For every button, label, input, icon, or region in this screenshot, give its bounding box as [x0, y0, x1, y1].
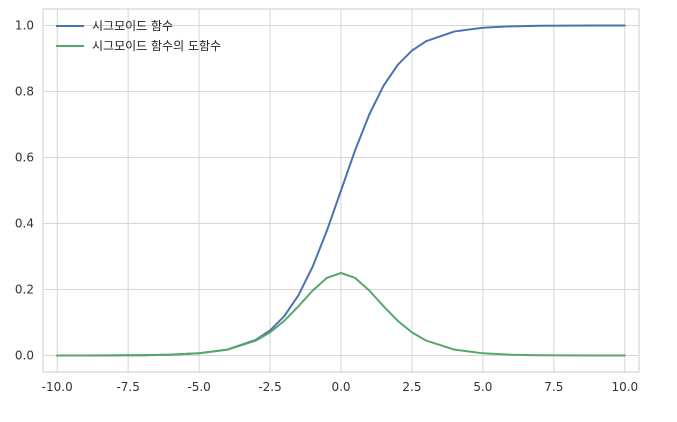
y-tick-label: 0.4	[15, 217, 34, 231]
y-tick-label: 0.2	[15, 283, 34, 297]
x-tick-label: -5.0	[187, 380, 210, 394]
sigmoid-derivative-line	[56, 272, 626, 357]
legend-label-sigmoid: 시그모이드 함수	[92, 19, 173, 33]
y-tick-label: 0.0	[15, 349, 34, 363]
legend-label-derivative: 시그모이드 함수의 도함수	[92, 39, 221, 53]
x-tick-label: 0.0	[331, 380, 350, 394]
legend: 시그모이드 함수 시그모이드 함수의 도함수	[56, 19, 221, 53]
y-tick-label: 0.6	[15, 151, 34, 165]
x-tick-label: 7.5	[544, 380, 563, 394]
x-tick-label: 2.5	[402, 380, 421, 394]
y-tick-label: 1.0	[15, 19, 34, 33]
series-lines	[56, 24, 626, 357]
x-tick-label: 5.0	[473, 380, 492, 394]
x-tick-label: -10.0	[42, 380, 73, 394]
x-tick-label: -7.5	[116, 380, 139, 394]
y-axis-ticks: 0.0 0.2 0.4 0.6 0.8 1.0	[15, 19, 34, 363]
x-tick-label: -2.5	[258, 380, 281, 394]
x-axis-ticks: -10.0 -7.5 -5.0 -2.5 0.0 2.5 5.0 7.5 10.0	[42, 380, 639, 394]
y-tick-label: 0.8	[15, 85, 34, 99]
x-tick-label: 10.0	[611, 380, 638, 394]
